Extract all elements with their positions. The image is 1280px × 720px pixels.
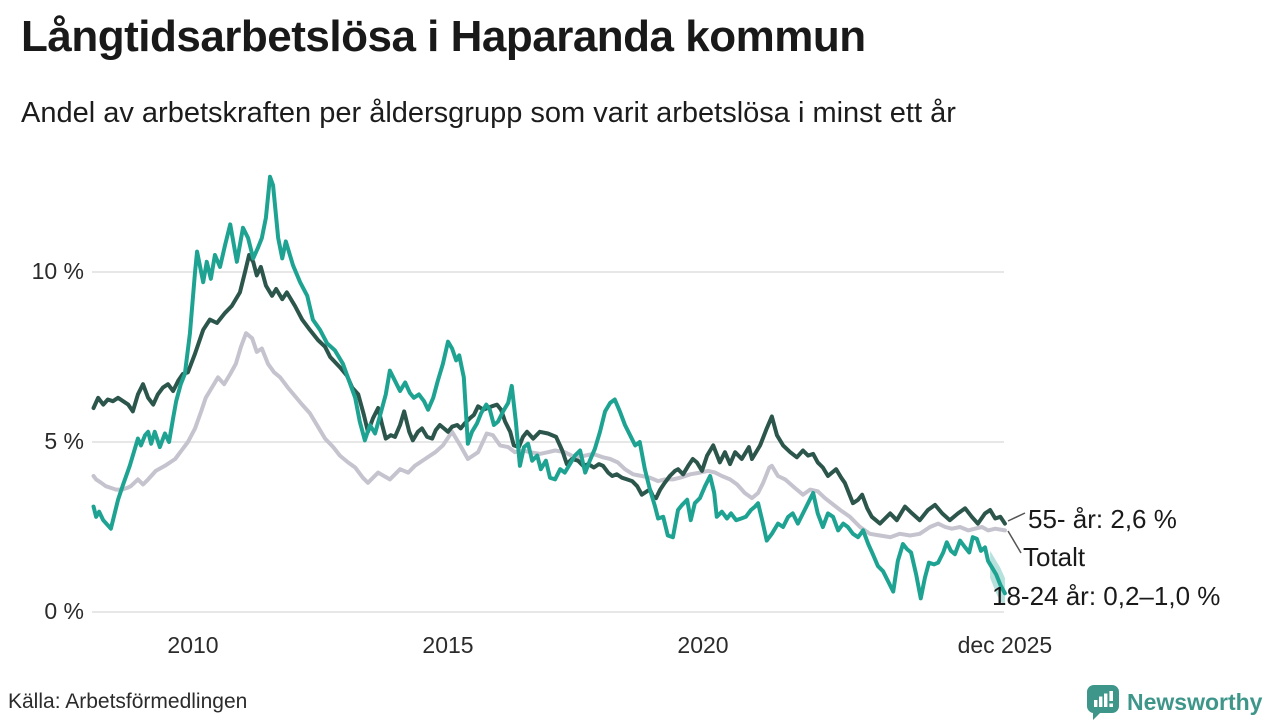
x-axis-tick-label: 2015 (422, 632, 474, 658)
series-end-label-totalt: Totalt (1023, 542, 1086, 572)
series-end-label-55: 55- år: 2,6 % (1028, 504, 1177, 534)
series-end-label-18-24: 18-24 år: 0,2–1,0 % (992, 581, 1221, 611)
brand-logo-lockup: Newsworthy (1086, 684, 1262, 720)
source-note: Källa: Arbetsförmedlingen (8, 690, 248, 713)
series-line-55-r (91, 253, 1007, 526)
y-axis-tick-label: 5 % (44, 428, 84, 454)
y-axis-tick-label: 10 % (31, 258, 84, 284)
x-axis-tick-label: 2010 (167, 632, 219, 658)
series-line-18-24-r (91, 174, 1007, 601)
chart-title: Långtidsarbetslösa i Haparanda kommun (21, 12, 866, 61)
chart-subtitle: Andel av arbetskraften per åldersgrupp s… (21, 97, 956, 129)
y-axis-tick-label: 0 % (44, 598, 84, 624)
x-axis-tick-label: 2020 (677, 632, 729, 658)
label-leader-line (1007, 512, 1026, 522)
brand-name: Newsworthy (1127, 689, 1263, 715)
newsworthy-bubble-bar-chart-icon (1086, 685, 1119, 720)
label-leader-line (1007, 530, 1022, 554)
x-axis-tick-label: dec 2025 (957, 632, 1053, 658)
series-line-totalt (91, 331, 1007, 540)
